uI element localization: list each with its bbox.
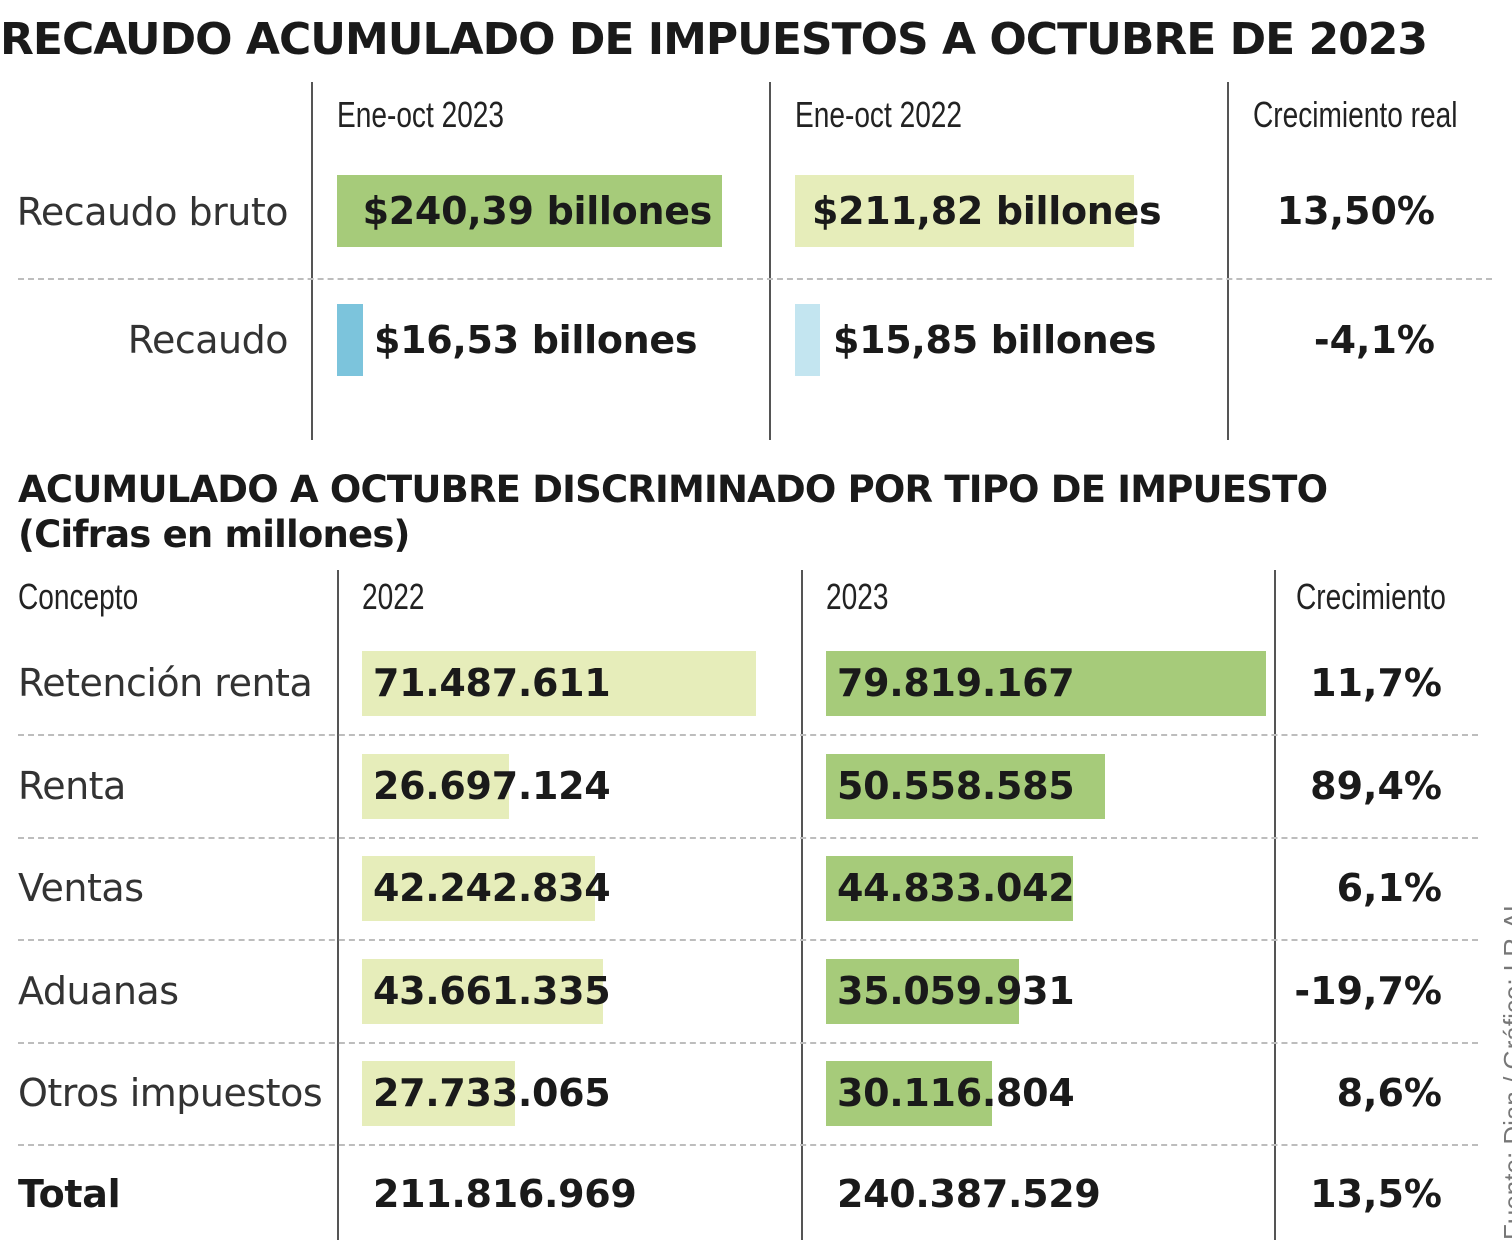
divider-2 [769,82,771,440]
col-header-2023: Ene-oct 2023 [337,94,505,135]
row-label: Aduanas [18,969,179,1013]
growth-value: -19,7% [1294,969,1442,1013]
growth-value: 89,4% [1310,764,1442,808]
bar-recaudo-bruto-2022 [795,175,1134,247]
total-growth: 13,5% [1310,1172,1442,1216]
section-title: ACUMULADO A OCTUBRE DISCRIMINADO POR TIP… [18,468,1328,511]
row-separator [18,734,1478,736]
row-separator [18,1144,1478,1146]
value-recaudo-2023: $16,53 billones [374,318,698,362]
value-2023: 35.059.931 [837,969,1075,1013]
value-2023: 44.833.042 [837,866,1075,910]
bar-2022 [362,754,509,819]
bar-2023 [826,959,1019,1024]
bar-2023 [826,1061,992,1126]
value-2023: 50.558.585 [837,764,1075,808]
row-separator [18,1042,1478,1044]
row-label-recaudo: Recaudo [127,318,289,362]
bar-2022 [362,651,756,716]
col-header-2022-b: 2022 [362,576,425,617]
bar-2023 [826,754,1105,819]
row-label: Retención renta [18,661,313,705]
row-label: Ventas [18,866,144,910]
bar-recaudo-2023 [337,304,363,376]
growth-value: 8,6% [1336,1071,1442,1115]
divider-4 [337,570,339,1240]
divider-3 [1227,82,1229,440]
value-recaudo-2022: $15,85 billones [833,318,1157,362]
bar-recaudo-bruto-2023 [337,175,722,247]
value-2023: 30.116.804 [837,1071,1075,1115]
bar-recaudo-2022 [795,304,820,376]
value-2022: 26.697.124 [373,764,611,808]
bar-2022 [362,1061,515,1126]
col-header-2022: Ene-oct 2022 [795,94,963,135]
growth-value: 6,1% [1336,866,1442,910]
growth-recaudo-bruto: 13,50% [1276,189,1435,233]
main-title: RECAUDO ACUMULADO DE IMPUESTOS A OCTUBRE… [0,14,1428,65]
value-2022: 43.661.335 [373,969,611,1013]
value-2022: 42.242.834 [373,866,611,910]
row-label: Renta [18,764,126,808]
col-header-crecimiento: Crecimiento [1296,576,1446,617]
row-separator [18,278,1492,280]
total-label: Total [18,1172,121,1216]
value-2022: 71.487.611 [373,661,611,705]
growth-recaudo: -4,1% [1313,318,1435,362]
total-2023: 240.387.529 [837,1172,1101,1216]
growth-value: 11,7% [1310,661,1442,705]
total-2022: 211.816.969 [373,1172,637,1216]
bar-2022 [362,959,603,1024]
row-separator [18,939,1478,941]
col-header-growth: Crecimiento real [1253,94,1458,135]
value-recaudo-bruto-2023: $240,39 billones [362,189,713,233]
value-recaudo-bruto-2022: $211,82 billones [812,189,1162,233]
bar-2022 [362,856,595,921]
col-header-2023-b: 2023 [826,576,889,617]
row-label-recaudo-bruto: Recaudo bruto [16,190,289,234]
row-label: Otros impuestos [18,1071,323,1115]
divider-6 [1274,570,1276,1240]
bar-2023 [826,856,1073,921]
source-credit: Fuente: Dian / Gráfico: LR-AL [1498,897,1512,1240]
col-header-concepto: Concepto [18,576,139,617]
bar-2023 [826,651,1266,716]
value-2023: 79.819.167 [837,661,1075,705]
divider-1 [311,82,313,440]
divider-5 [801,570,803,1240]
row-separator [18,837,1478,839]
section-subtitle: (Cifras en millones) [18,513,410,556]
value-2022: 27.733.065 [373,1071,611,1115]
